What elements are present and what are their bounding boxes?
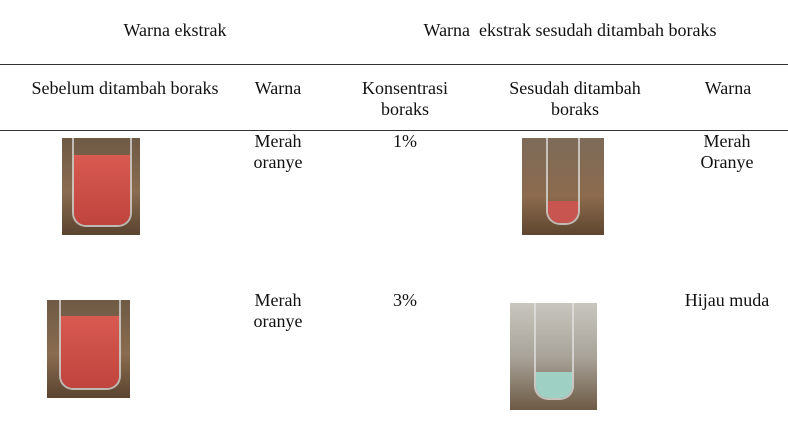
photo bbox=[47, 300, 130, 398]
cell: Hijau muda bbox=[682, 290, 772, 311]
cell: Merah Oranye bbox=[682, 131, 772, 173]
column-header: Warna bbox=[690, 78, 766, 99]
column-header: Sesudah ditambah boraks bbox=[490, 78, 660, 120]
cell: 3% bbox=[360, 290, 450, 311]
column-header: Warna bbox=[240, 78, 316, 99]
photo bbox=[510, 303, 597, 410]
photo bbox=[522, 138, 604, 235]
rule bbox=[0, 64, 788, 65]
cell: Merah oranye bbox=[238, 290, 318, 332]
column-header: Konsentrasi boraks bbox=[340, 78, 470, 120]
document: Warna ekstrak Warna ekstrak sesudah dita… bbox=[0, 0, 788, 433]
group-header: Warna ekstrak bbox=[60, 20, 290, 41]
cell: 1% bbox=[360, 131, 450, 152]
photo bbox=[62, 138, 140, 235]
group-header: Warna ekstrak sesudah ditambah boraks bbox=[360, 20, 780, 41]
column-header: Sebelum ditambah boraks bbox=[25, 78, 225, 99]
cell: Merah oranye bbox=[238, 131, 318, 173]
